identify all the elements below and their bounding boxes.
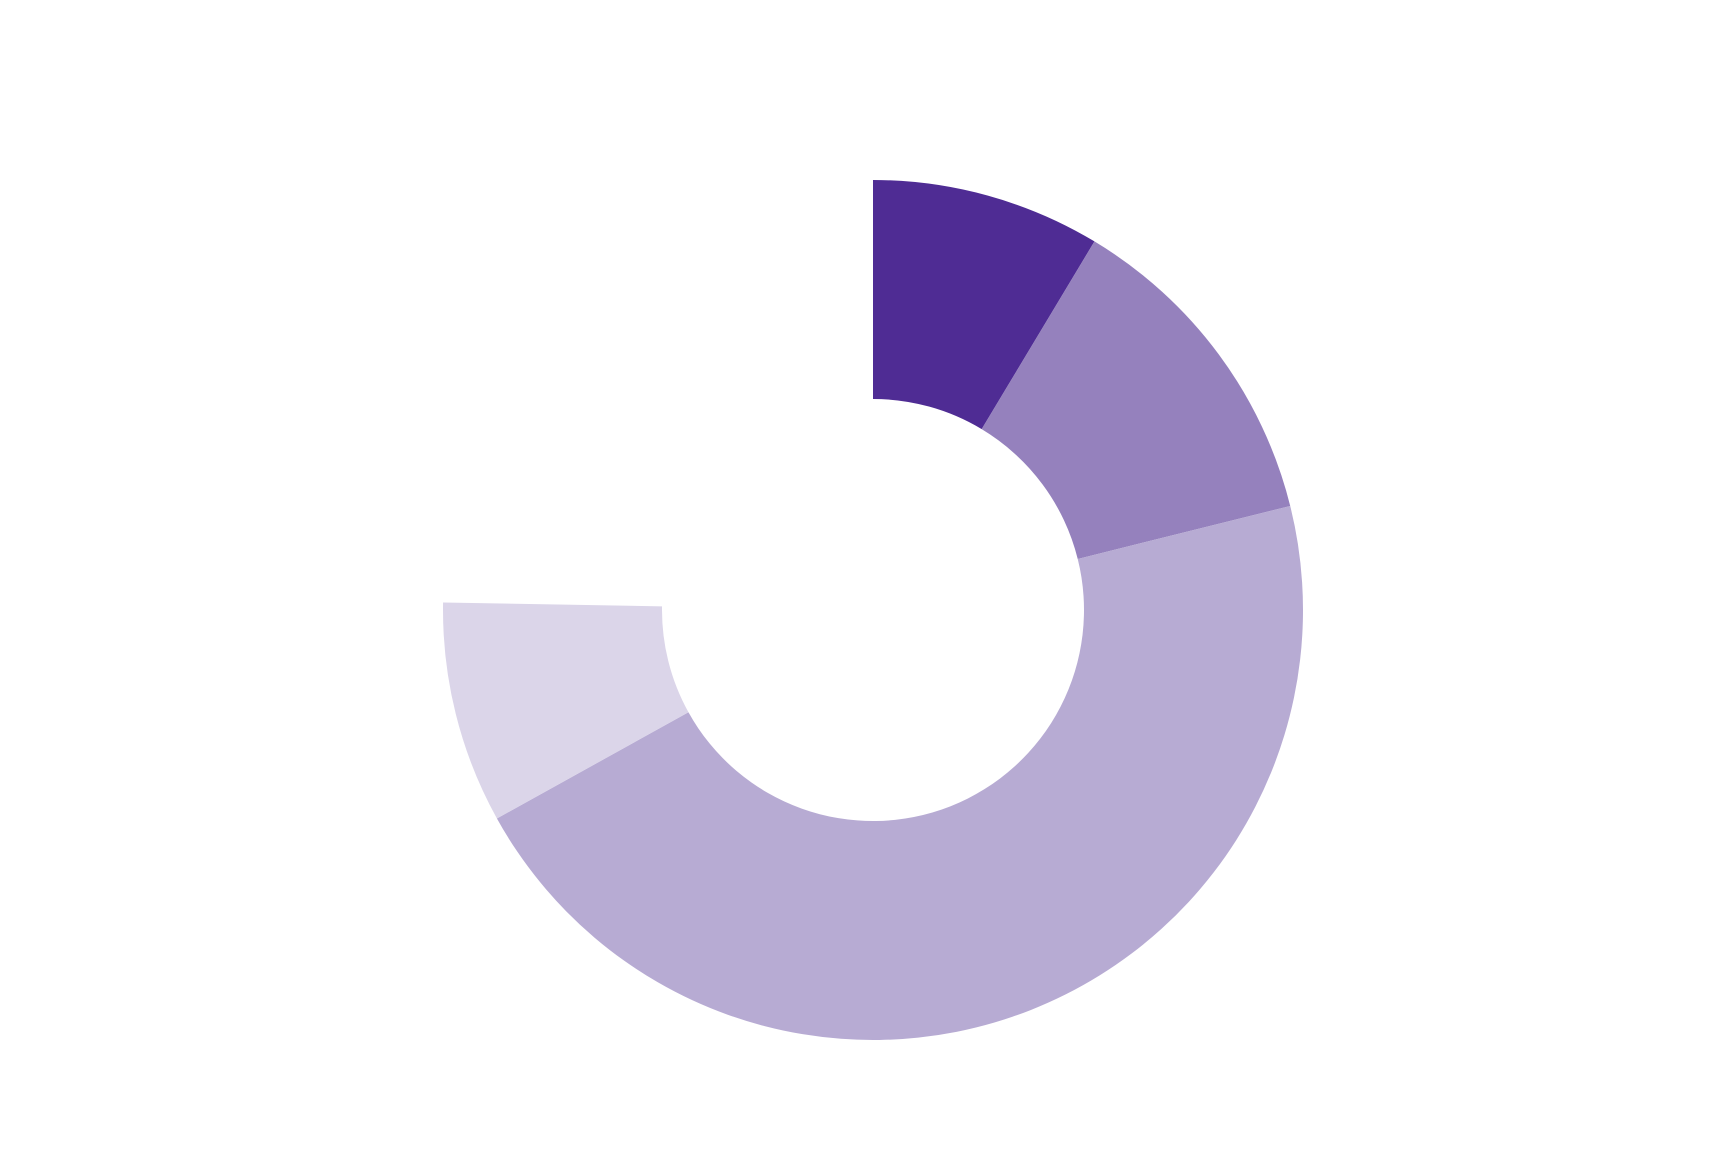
donut-slice-2 [981,241,1291,559]
donut-slices [443,180,1303,1040]
donut-slice-1 [873,180,1095,430]
donut-slice-4 [443,602,689,819]
donut-slice-3 [496,505,1303,1040]
